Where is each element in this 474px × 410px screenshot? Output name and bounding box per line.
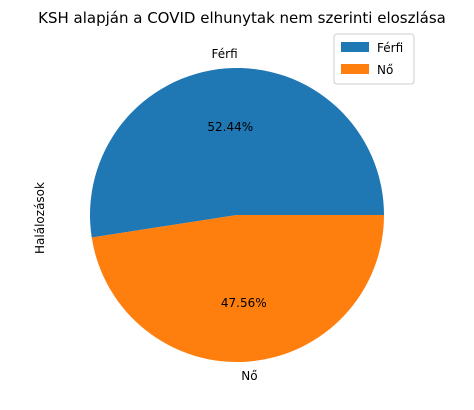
chart-title: KSH alapján a COVID elhunytak nem szerin… [38,9,446,27]
slice-percent-no: 47.56% [221,296,267,310]
slice-label-no: Nő [241,369,257,383]
legend-swatch-ferfi [341,42,369,52]
legend-swatch-no [341,64,369,74]
pie-labels: Férfi 52.44% Nő 47.56% [207,47,266,383]
pie-slice-ferfi [90,67,384,238]
slice-percent-ferfi: 52.44% [207,120,253,134]
y-axis-label: Halálozások [33,182,47,254]
pie-slice-no [91,215,384,362]
pie-slices [90,67,384,362]
legend-label-ferfi: Férfi [377,41,403,55]
legend: Férfi Nő [333,33,415,85]
slice-label-ferfi: Férfi [212,47,238,61]
legend-label-no: Nő [377,63,393,77]
